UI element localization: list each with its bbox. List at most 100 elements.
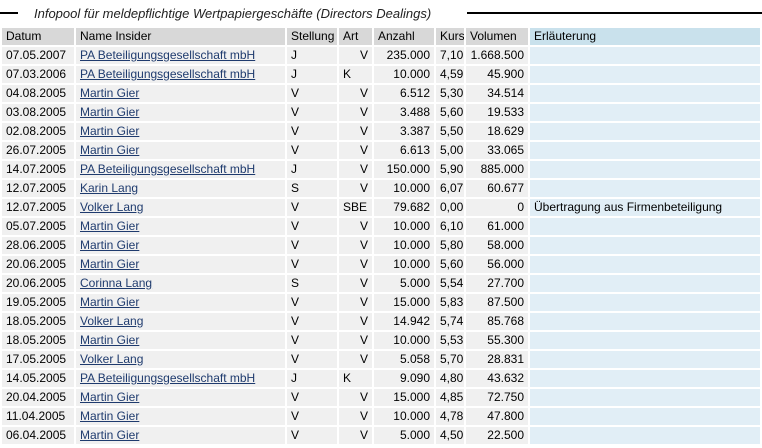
cell-art: V: [339, 85, 372, 102]
cell-erlaeuterung: [530, 180, 760, 197]
cell-volumen: 0: [466, 199, 528, 216]
table-row: 11.04.2005 Martin Gier V V 10.000 4,78 47.800: [2, 408, 760, 425]
cell-name: Martin Gier: [76, 294, 285, 311]
cell-erlaeuterung: [530, 142, 760, 159]
table-row: 19.05.2005 Martin Gier V V 15.000 5,83 87.500: [2, 294, 760, 311]
cell-erlaeuterung: [530, 332, 760, 349]
insider-link[interactable]: PA Beteiligungsgesellschaft mbH: [80, 48, 256, 62]
cell-name: Volker Lang: [76, 351, 285, 368]
cell-stellung: J: [287, 161, 337, 178]
cell-kurs: 5,80: [436, 237, 464, 254]
cell-art: V: [339, 351, 372, 368]
cell-kurs: 5,50: [436, 123, 464, 140]
cell-name: Karin Lang: [76, 180, 285, 197]
cell-datum: 11.04.2005: [2, 408, 74, 425]
insider-link[interactable]: Martin Gier: [80, 295, 140, 309]
cell-datum: 12.07.2005: [2, 199, 74, 216]
cell-kurs: 4,78: [436, 408, 464, 425]
cell-stellung: V: [287, 123, 337, 140]
cell-kurs: 5,83: [436, 294, 464, 311]
cell-volumen: 87.500: [466, 294, 528, 311]
cell-erlaeuterung: [530, 237, 760, 254]
insider-link[interactable]: Martin Gier: [80, 105, 140, 119]
cell-stellung: V: [287, 389, 337, 406]
cell-name: Martin Gier: [76, 104, 285, 121]
cell-art: V: [339, 256, 372, 273]
cell-anzahl: 5.000: [374, 427, 434, 444]
title-bar: Infopool für meldepflichtige Wertpapierg…: [0, 0, 762, 26]
insider-link[interactable]: Martin Gier: [80, 409, 140, 423]
cell-erlaeuterung: [530, 218, 760, 235]
insider-link[interactable]: Volker Lang: [80, 352, 144, 366]
insider-link[interactable]: Corinna Lang: [80, 276, 153, 290]
cell-name: PA Beteiligungsgesellschaft mbH: [76, 66, 285, 83]
cell-stellung: S: [287, 180, 337, 197]
insider-link[interactable]: Volker Lang: [80, 314, 144, 328]
title-rule-right: [467, 12, 762, 14]
cell-volumen: 55.300: [466, 332, 528, 349]
cell-anzahl: 3.387: [374, 123, 434, 140]
insider-link[interactable]: Martin Gier: [80, 333, 140, 347]
cell-kurs: 5,70: [436, 351, 464, 368]
insider-link[interactable]: Martin Gier: [80, 238, 140, 252]
cell-stellung: V: [287, 237, 337, 254]
cell-anzahl: 5.000: [374, 275, 434, 292]
insider-link[interactable]: Martin Gier: [80, 390, 140, 404]
cell-art: V: [339, 294, 372, 311]
cell-erlaeuterung: [530, 427, 760, 444]
insider-link[interactable]: Martin Gier: [80, 124, 140, 138]
cell-volumen: 885.000: [466, 161, 528, 178]
cell-erlaeuterung: [530, 104, 760, 121]
cell-datum: 07.05.2007: [2, 47, 74, 64]
cell-name: PA Beteiligungsgesellschaft mbH: [76, 370, 285, 387]
cell-datum: 26.07.2005: [2, 142, 74, 159]
cell-erlaeuterung: [530, 370, 760, 387]
cell-art: V: [339, 237, 372, 254]
insider-link[interactable]: Martin Gier: [80, 219, 140, 233]
cell-volumen: 72.750: [466, 389, 528, 406]
cell-volumen: 1.668.500: [466, 47, 528, 64]
cell-art: V: [339, 332, 372, 349]
cell-datum: 20.06.2005: [2, 256, 74, 273]
column-header-name: Name Insider: [76, 28, 285, 45]
cell-erlaeuterung: [530, 161, 760, 178]
cell-volumen: 33.065: [466, 142, 528, 159]
cell-stellung: S: [287, 275, 337, 292]
cell-erlaeuterung: [530, 313, 760, 330]
cell-anzahl: 14.942: [374, 313, 434, 330]
insider-link[interactable]: Martin Gier: [80, 86, 140, 100]
insider-link[interactable]: PA Beteiligungsgesellschaft mbH: [80, 371, 256, 385]
cell-stellung: V: [287, 218, 337, 235]
cell-stellung: V: [287, 427, 337, 444]
cell-volumen: 18.629: [466, 123, 528, 140]
cell-volumen: 19.533: [466, 104, 528, 121]
cell-volumen: 47.800: [466, 408, 528, 425]
insider-link[interactable]: Martin Gier: [80, 143, 140, 157]
table-row: 14.07.2005 PA Beteiligungsgesellschaft mb…: [2, 161, 760, 178]
cell-name: Volker Lang: [76, 313, 285, 330]
cell-stellung: V: [287, 294, 337, 311]
cell-datum: 07.03.2006: [2, 66, 74, 83]
insider-link[interactable]: Volker Lang: [80, 200, 144, 214]
table-row: 07.05.2007 PA Beteiligungsgesellschaft mb…: [2, 47, 760, 64]
cell-kurs: 6,10: [436, 218, 464, 235]
insider-link[interactable]: PA Beteiligungsgesellschaft mbH: [80, 67, 256, 81]
insider-link[interactable]: Karin Lang: [80, 181, 139, 195]
cell-stellung: J: [287, 47, 337, 64]
table-row: 12.07.2005 Volker Lang V SBE 79.682 0,00 0 Über…: [2, 199, 760, 216]
cell-name: Martin Gier: [76, 389, 285, 406]
insider-link[interactable]: Martin Gier: [80, 257, 140, 271]
cell-volumen: 34.514: [466, 85, 528, 102]
cell-volumen: 22.500: [466, 427, 528, 444]
cell-art: V: [339, 123, 372, 140]
insider-link[interactable]: Martin Gier: [80, 428, 140, 442]
cell-kurs: 4,59: [436, 66, 464, 83]
cell-anzahl: 10.000: [374, 237, 434, 254]
column-header-art: Art: [339, 28, 372, 45]
cell-stellung: J: [287, 66, 337, 83]
cell-datum: 19.05.2005: [2, 294, 74, 311]
cell-art: V: [339, 161, 372, 178]
cell-stellung: V: [287, 313, 337, 330]
insider-link[interactable]: PA Beteiligungsgesellschaft mbH: [80, 162, 256, 176]
cell-stellung: J: [287, 370, 337, 387]
